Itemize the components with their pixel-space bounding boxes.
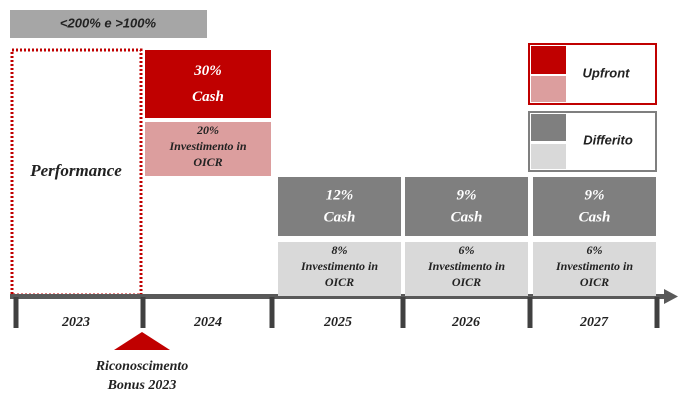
cash-pct: 9% <box>457 187 477 203</box>
legend-swatch <box>531 114 566 141</box>
legend-deferred-box <box>528 111 657 172</box>
investment-line: OICR <box>193 155 222 169</box>
header-box <box>10 10 207 38</box>
legend-deferred: Differito <box>583 132 633 147</box>
timeline-tick <box>13 297 19 328</box>
investment-line: OICR <box>325 275 354 289</box>
recognition-marker <box>114 332 170 350</box>
cash-pct: 30% <box>193 63 222 79</box>
year-label: 2024 <box>193 315 222 330</box>
cash-block <box>145 50 271 118</box>
performance-label: Performance <box>29 161 122 180</box>
header-label: <200% e >100% <box>60 15 157 30</box>
year-label: 2025 <box>323 315 352 330</box>
investment-block <box>278 242 401 296</box>
cash-label: Cash <box>451 210 483 226</box>
investment-block <box>533 242 656 296</box>
year-label: 2027 <box>579 315 609 330</box>
investment-block <box>405 242 528 296</box>
cash-block <box>278 177 401 236</box>
performance-box <box>10 48 143 297</box>
year-label: 2023 <box>61 315 90 330</box>
investment-pct: 6% <box>459 243 475 257</box>
investment-line: Investimento in <box>427 259 505 273</box>
cash-pct: 9% <box>585 187 605 203</box>
timeline-tick <box>140 297 146 328</box>
cash-label: Cash <box>192 89 224 105</box>
legend-upfront-box <box>528 43 657 105</box>
timeline-tick <box>654 297 660 328</box>
legend-swatch <box>531 76 566 102</box>
investment-block <box>145 122 271 176</box>
year-label: 2026 <box>451 315 480 330</box>
recognition-line: Bonus 2023 <box>107 378 177 393</box>
timeline-axis <box>10 294 666 299</box>
cash-block <box>533 177 656 236</box>
recognition-line: Riconoscimento <box>95 359 189 374</box>
investment-line: Investimento in <box>555 259 633 273</box>
cash-label: Cash <box>324 210 356 226</box>
legend-swatch <box>531 144 566 169</box>
cash-label: Cash <box>579 210 611 226</box>
investment-line: Investimento in <box>300 259 378 273</box>
timeline-arrow <box>664 289 678 304</box>
investment-line: OICR <box>580 275 609 289</box>
investment-pct: 20% <box>196 123 219 137</box>
cash-pct: 12% <box>326 187 354 203</box>
investment-line: OICR <box>452 275 481 289</box>
timeline-tick <box>527 297 533 328</box>
legend-swatch <box>531 46 566 74</box>
timeline-tick <box>400 297 406 328</box>
legend-upfront: Upfront <box>583 65 631 80</box>
investment-pct: 8% <box>332 243 348 257</box>
investment-line: Investimento in <box>168 139 246 153</box>
investment-pct: 6% <box>587 243 603 257</box>
cash-block <box>405 177 528 236</box>
timeline-tick <box>269 297 275 328</box>
